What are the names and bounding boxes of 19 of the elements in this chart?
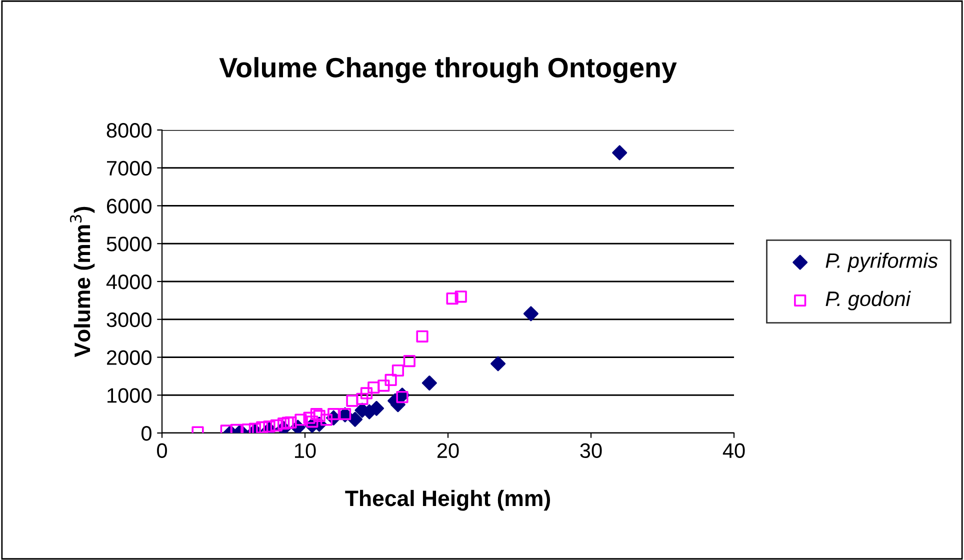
y-tick-label: 8000 (106, 123, 152, 138)
y-tick-label: 5000 (106, 236, 152, 252)
y-axis-title: Volume (mm$^{3}$) (70, 206, 95, 358)
x-tick-label: 30 (580, 443, 602, 458)
x-axis-title: Thecal Height (mm) (345, 490, 550, 511)
y-tick-label: 6000 (106, 198, 152, 214)
x-tick-label: 10 (295, 443, 316, 458)
y-tick-label: 7000 (107, 160, 152, 176)
chart-title: Volume Change through Ontogeny (219, 57, 677, 84)
legend-label: P. godoni (826, 290, 911, 310)
x-tick-label: 20 (437, 443, 459, 458)
y-tick-label: 4000 (106, 274, 152, 290)
y-tick-label: 3000 (106, 312, 152, 328)
y-tick-label: 1000 (108, 388, 152, 403)
legend-label: P. pyriformis (826, 252, 938, 272)
y-tick-label: 2000 (106, 350, 152, 366)
y-tick-label: 0 (142, 426, 152, 441)
x-tick-label: 40 (722, 443, 745, 458)
x-tick-label: 0 (157, 443, 167, 458)
